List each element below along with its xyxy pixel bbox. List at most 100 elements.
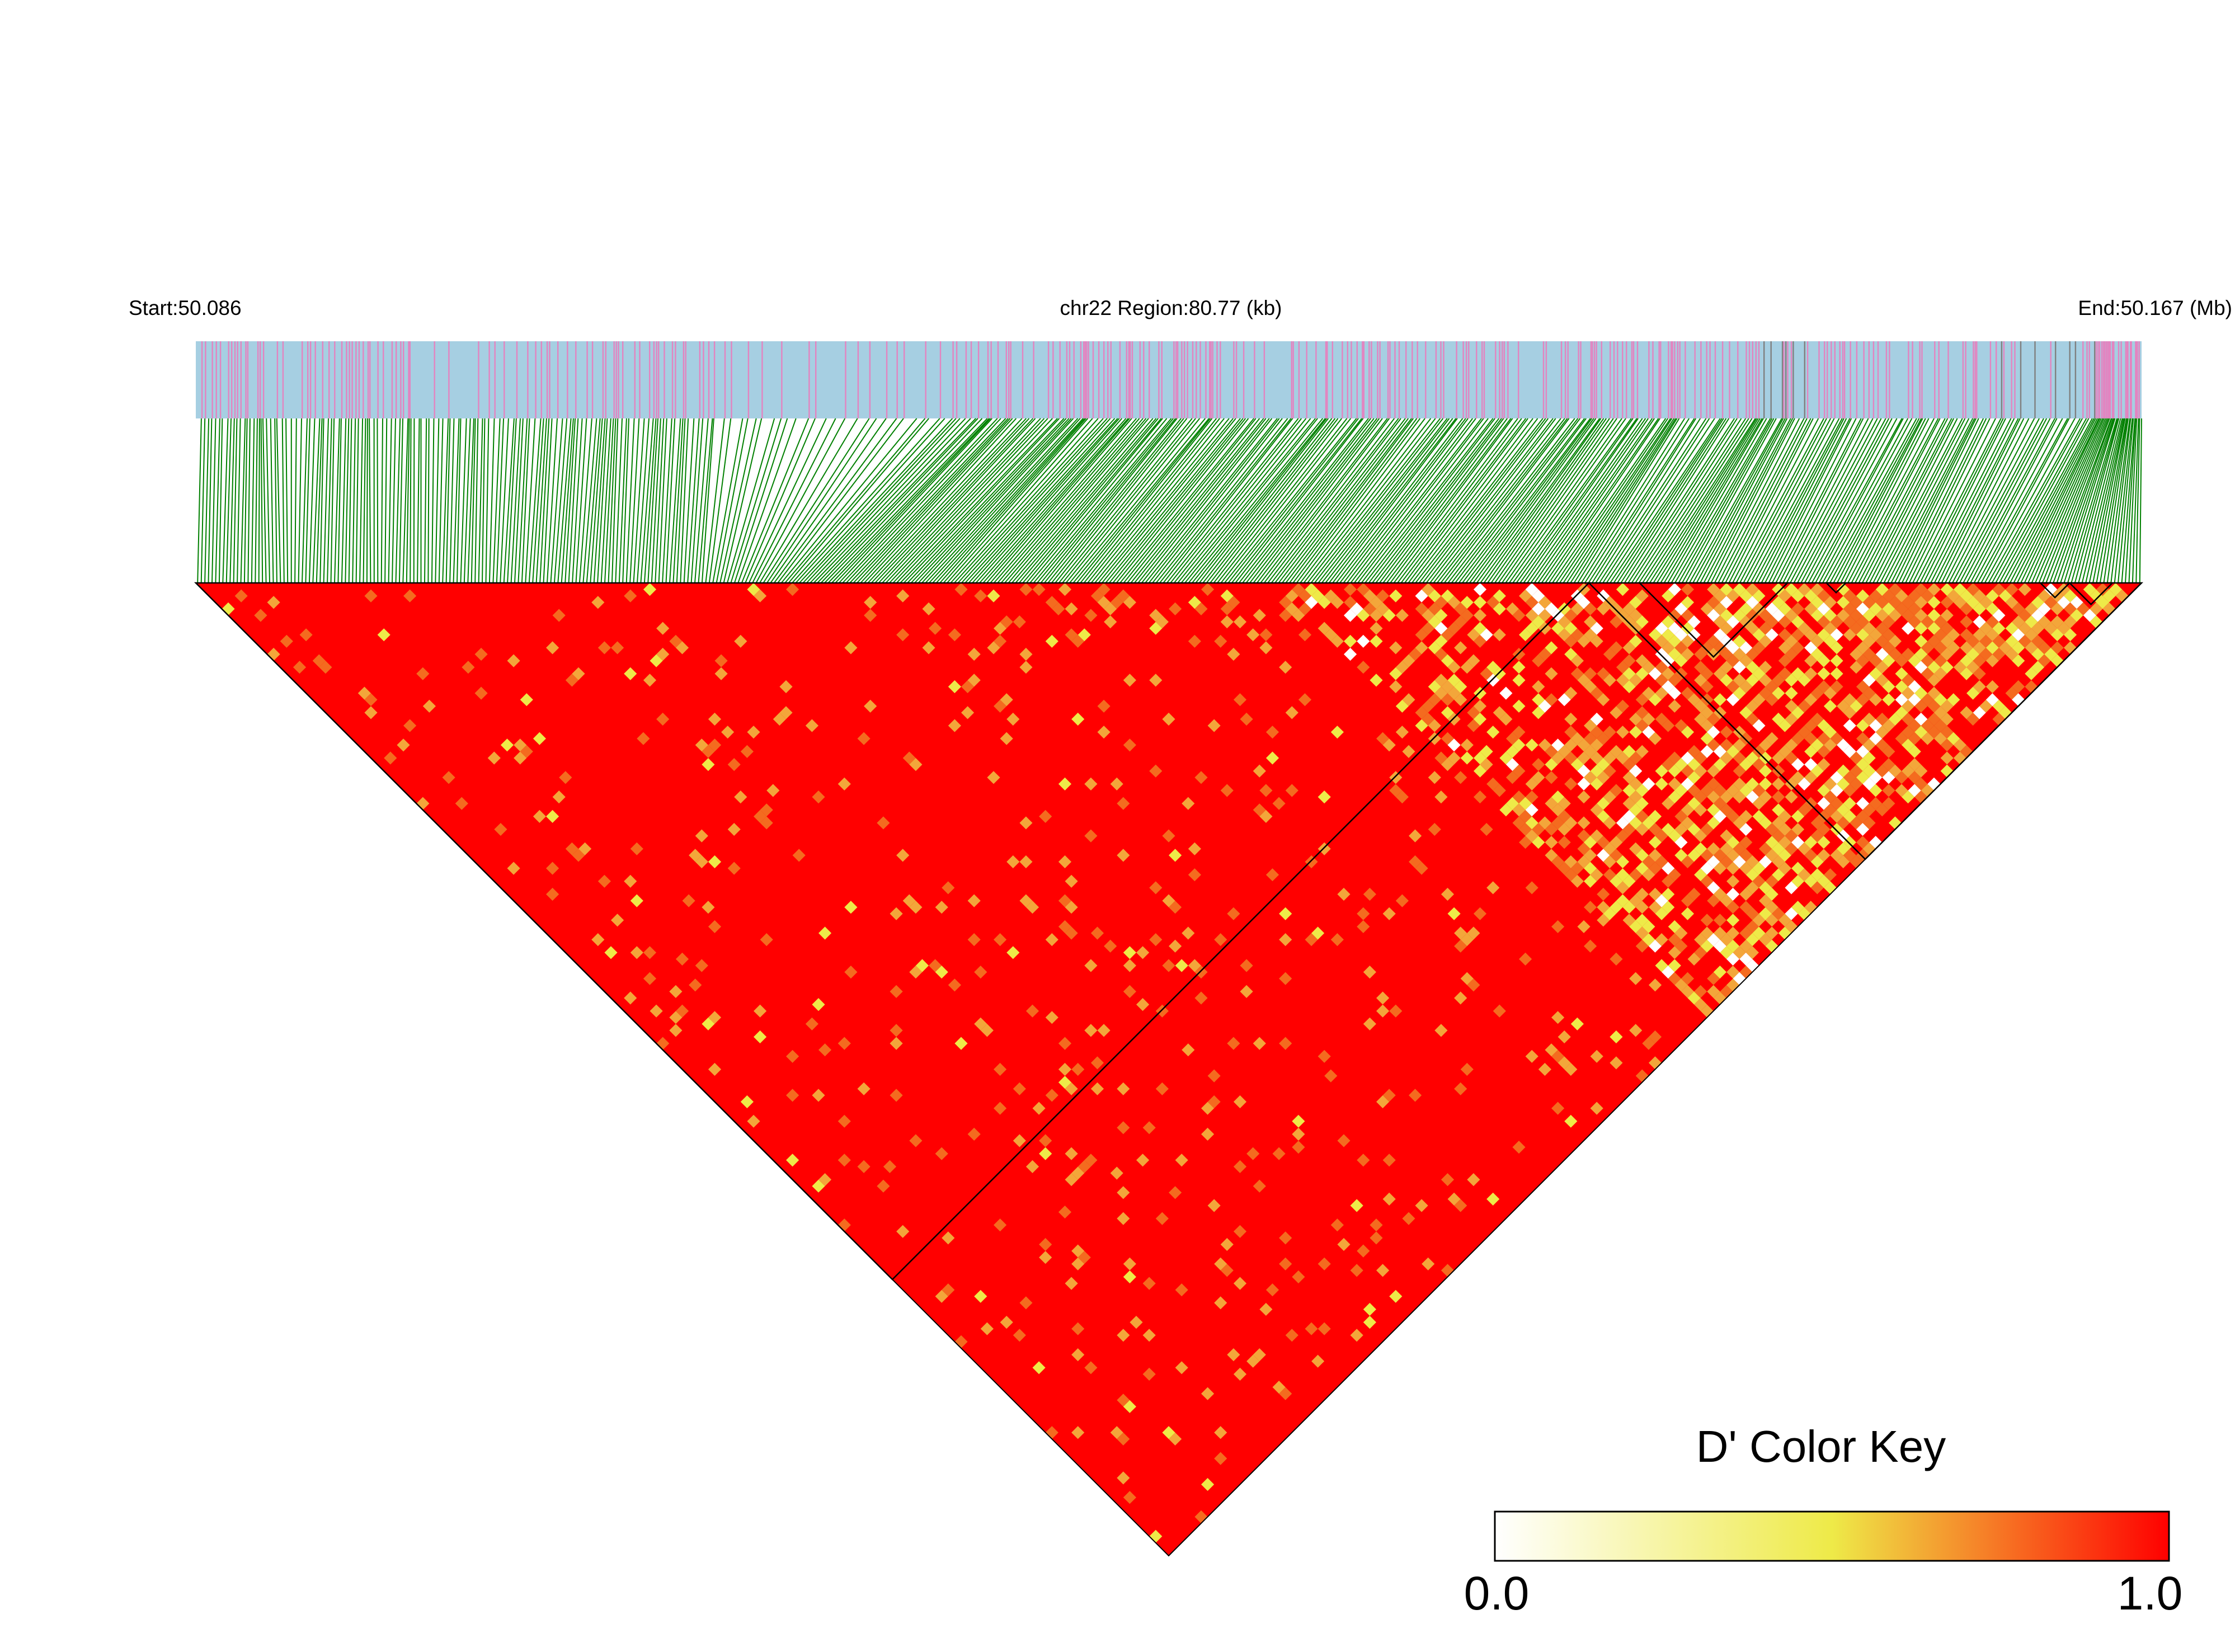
- ld-cell: [1856, 615, 1870, 629]
- snp-marker: [1103, 341, 1105, 418]
- ld-cell: [1810, 764, 1824, 778]
- ld-cell: [1486, 674, 1500, 687]
- snp-connector-line: [1483, 418, 1602, 583]
- ld-cell: [1973, 602, 1986, 615]
- ld-cell: [1966, 647, 1980, 661]
- snp-marker: [1008, 341, 1010, 418]
- ld-cell: [2018, 622, 2031, 635]
- ld-cell: [1032, 1102, 1046, 1115]
- snp-connector-line: [276, 418, 281, 583]
- ld-cell: [1493, 589, 1506, 603]
- snp-marker: [1210, 341, 1212, 418]
- snp-connector-line: [889, 418, 1045, 583]
- snp-connector-line: [1332, 418, 1458, 583]
- ld-cell: [1227, 1348, 1240, 1362]
- ld-cell: [1934, 615, 1947, 629]
- ld-cell: [1532, 758, 1545, 771]
- ld-cell: [1155, 1004, 1169, 1018]
- ld-cell: [1765, 823, 1778, 836]
- ld-cell: [1700, 719, 1714, 732]
- ld-cell: [1117, 1082, 1130, 1095]
- ld-cell: [1713, 693, 1726, 707]
- ld-cell: [1726, 862, 1740, 875]
- ld-cell: [1823, 790, 1837, 804]
- snp-marker: [591, 341, 594, 418]
- snp-connector-line: [1292, 418, 1418, 583]
- ld-cell: [1642, 777, 1655, 790]
- ld-cell: [1454, 641, 1467, 655]
- snp-connector-line: [1310, 418, 1441, 583]
- snp-connector-line: [968, 418, 1118, 583]
- ld-cell: [967, 1127, 981, 1141]
- ld-cell: [1707, 855, 1720, 869]
- snp-connector-line: [708, 418, 732, 583]
- snp-connector-line: [1018, 418, 1159, 583]
- snp-connector-line: [1894, 418, 1977, 583]
- ld-cell: [1674, 809, 1688, 823]
- ld-cell: [1259, 1302, 1273, 1316]
- snp-connector-line: [1267, 418, 1395, 583]
- snp-marker: [557, 341, 559, 418]
- ld-cell: [1785, 686, 1798, 700]
- ld-cell: [2050, 641, 2064, 655]
- ld-cell: [1856, 823, 1870, 836]
- ld-cell: [1402, 693, 1415, 707]
- ld-cell: [1707, 726, 1720, 739]
- snp-connector-line: [1119, 418, 1254, 583]
- ld-cell: [1739, 887, 1753, 901]
- ld-cell: [1856, 758, 1870, 771]
- ld-cell: [1940, 661, 1954, 674]
- ld-cell: [1752, 589, 1766, 603]
- snp-connector-line: [2088, 418, 2125, 583]
- snp-marker: [1679, 341, 1681, 418]
- snp-connector-line: [1966, 418, 2055, 583]
- snp-connector-line: [1451, 418, 1579, 583]
- ld-cell: [1655, 712, 1668, 726]
- ld-cell: [1622, 823, 1636, 836]
- ld-cell: [1577, 829, 1591, 843]
- ld-cell: [1357, 609, 1370, 622]
- snp-connector-line: [810, 418, 966, 583]
- snp-connector-line: [215, 418, 220, 583]
- ld-cell: [1830, 628, 1843, 642]
- snp-marker: [1658, 341, 1660, 418]
- ld-cell: [552, 790, 566, 804]
- ld-cell: [747, 1114, 760, 1128]
- ld-cell: [1804, 641, 1818, 655]
- ld-cell: [689, 849, 702, 862]
- ld-cell: [1330, 634, 1344, 648]
- ld-cell: [1188, 868, 1201, 882]
- snp-connector-line: [1318, 418, 1448, 583]
- ld-cell: [1733, 634, 1746, 648]
- snp-connector-line: [1861, 418, 1949, 583]
- ld-cell: [2070, 596, 2083, 609]
- ld-cell: [1914, 726, 1928, 739]
- ld-cell: [1992, 699, 2006, 713]
- ld-cell: [1655, 634, 1668, 648]
- snp-connector-line: [838, 418, 993, 583]
- snp-connector-line: [1721, 418, 1808, 583]
- ld-cell: [1765, 926, 1778, 940]
- ld-cell: [1460, 972, 1474, 985]
- ld-cell: [1545, 823, 1558, 836]
- ld-cell: [1545, 771, 1558, 784]
- ld-cell: [1856, 719, 1870, 732]
- snp-connector-line: [395, 418, 401, 583]
- ld-cell: [1791, 667, 1805, 680]
- ld-cell: [1869, 654, 1883, 667]
- ld-cell: [1674, 641, 1688, 655]
- ld-cell: [1065, 1173, 1078, 1187]
- ld-cell: [1674, 654, 1688, 667]
- ld-cell: [1707, 881, 1720, 895]
- ld-cell: [1707, 583, 1720, 596]
- ld-cell: [507, 862, 520, 875]
- ld-cell: [1992, 583, 2006, 596]
- ld-cell: [1765, 849, 1778, 862]
- ld-cell: [1473, 907, 1487, 920]
- snp-marker: [724, 341, 726, 418]
- ld-cell: [1052, 602, 1065, 615]
- snp-connector-line: [1926, 418, 2012, 583]
- ld-cell: [1830, 823, 1843, 836]
- ld-cell: [1785, 881, 1798, 895]
- ld-cell: [1123, 985, 1136, 998]
